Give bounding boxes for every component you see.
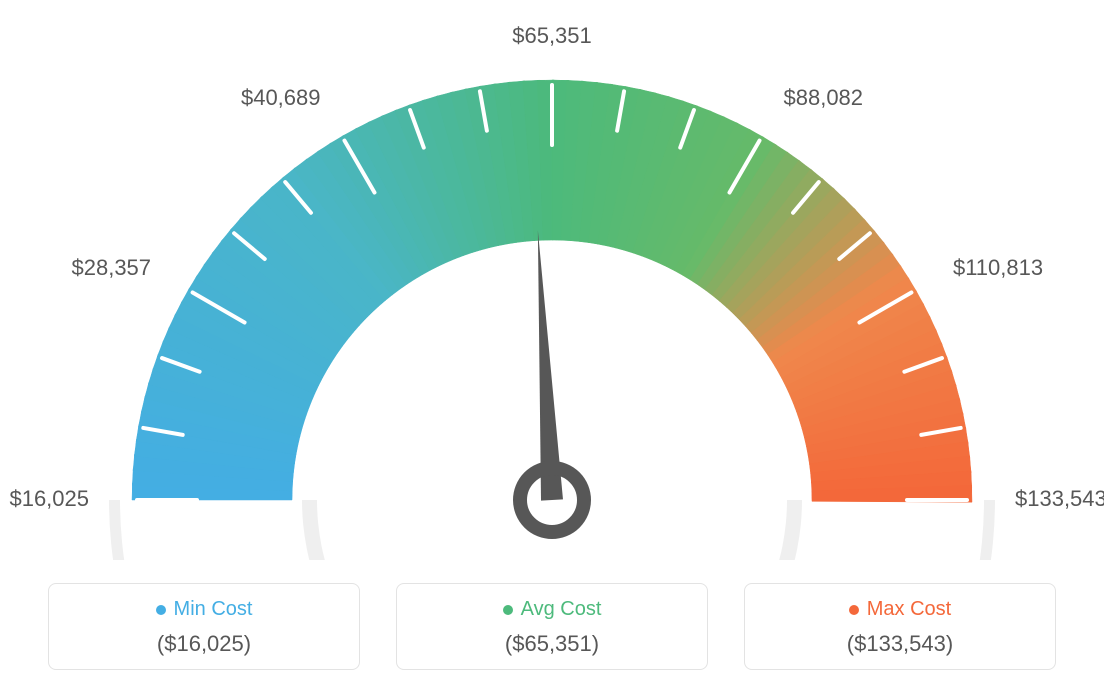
cost-gauge-chart: Min Cost ($16,025) Avg Cost ($65,351) Ma… [0, 0, 1104, 690]
legend-label-max: Max Cost [867, 598, 951, 621]
legend-value-max: ($133,543) [745, 631, 1055, 657]
legend-value-min: ($16,025) [49, 631, 359, 657]
legend-label-avg: Avg Cost [521, 598, 602, 621]
legend-title-min: Min Cost [156, 598, 253, 621]
legend-dot-avg [503, 605, 513, 615]
gauge-tick-label: $28,357 [72, 255, 152, 281]
legend-value-avg: ($65,351) [397, 631, 707, 657]
legend-card-max: Max Cost ($133,543) [744, 583, 1056, 670]
legend-card-min: Min Cost ($16,025) [48, 583, 360, 670]
gauge-tick-label: $110,813 [953, 255, 1043, 281]
gauge-svg [0, 0, 1104, 560]
gauge-tick-label: $88,082 [784, 85, 864, 111]
legend-dot-max [849, 605, 859, 615]
legend-title-max: Max Cost [849, 598, 951, 621]
gauge-tick-label: $65,351 [512, 23, 592, 49]
legend-row: Min Cost ($16,025) Avg Cost ($65,351) Ma… [0, 583, 1104, 670]
legend-title-avg: Avg Cost [503, 598, 602, 621]
gauge-tick-label: $16,025 [9, 486, 89, 512]
gauge-tick-label: $40,689 [241, 85, 321, 111]
legend-dot-min [156, 605, 166, 615]
legend-card-avg: Avg Cost ($65,351) [396, 583, 708, 670]
gauge-tick-label: $133,543 [1015, 486, 1104, 512]
legend-label-min: Min Cost [174, 598, 253, 621]
